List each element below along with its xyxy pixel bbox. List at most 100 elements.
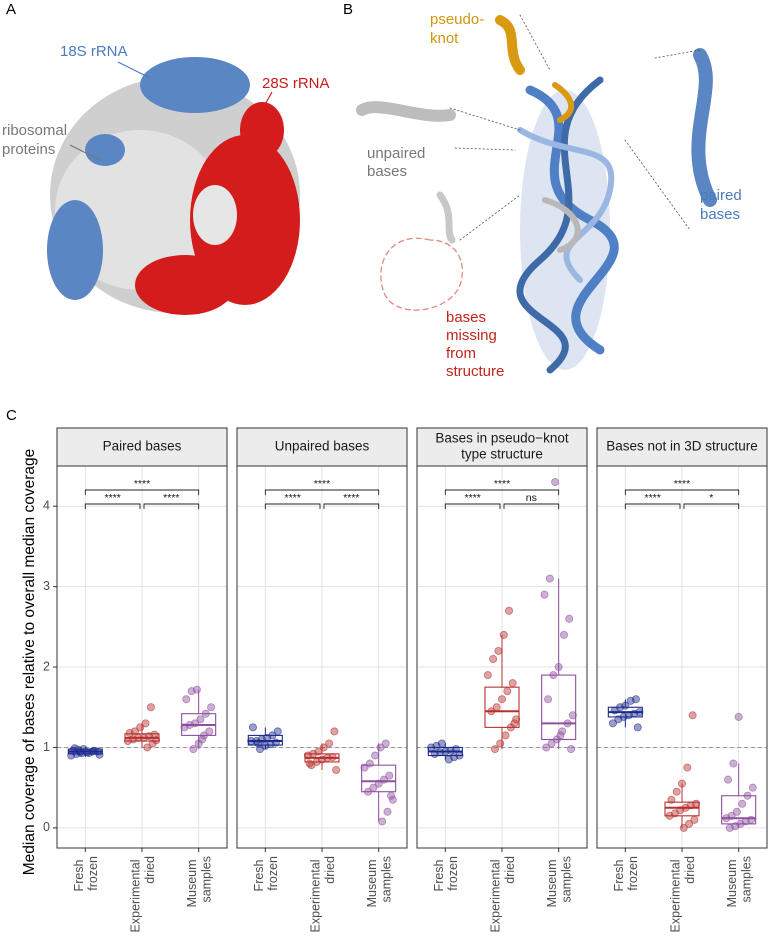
signif-label: **** [644, 492, 660, 504]
data-point [567, 745, 576, 754]
data-point [621, 701, 630, 710]
box [361, 764, 397, 793]
data-point [383, 807, 392, 816]
panel-border [56, 465, 228, 849]
data-point [635, 708, 644, 717]
data-point [633, 723, 642, 732]
panel-a-image [47, 57, 300, 315]
data-point [743, 791, 752, 800]
data-point [76, 748, 85, 757]
signif-label: **** [343, 492, 359, 504]
facet-strip [236, 427, 408, 467]
data-point [508, 679, 517, 688]
label-18s: 18S rRNA [60, 43, 128, 60]
data-point [747, 815, 756, 824]
x-tick-label: Museum samples [185, 856, 213, 907]
data-point [501, 731, 510, 740]
signif-label: **** [314, 478, 330, 490]
signif-bracket [84, 489, 200, 495]
label-pseudoknot: pseudo- [430, 11, 484, 28]
box [664, 801, 700, 817]
data-point [189, 745, 198, 754]
data-point [542, 743, 551, 752]
data-point [152, 736, 161, 745]
connector [454, 147, 516, 151]
panel-border [596, 465, 768, 849]
data-point [512, 715, 521, 724]
data-point [492, 703, 501, 712]
pseudoknot-ribbon [552, 82, 575, 123]
label-proteins: ribosomal [2, 122, 67, 139]
data-point [437, 739, 446, 748]
box [484, 686, 520, 728]
data-point [136, 723, 145, 732]
signif-label: **** [494, 478, 510, 490]
x-tick-label: Museum samples [725, 856, 753, 907]
x-tick-label: Experimental dried [309, 856, 337, 932]
y-tick-label: 4 [43, 499, 50, 513]
data-point [568, 711, 577, 720]
facet-strip [596, 427, 768, 467]
data-point [332, 765, 341, 774]
data-point [205, 727, 214, 736]
data-point [558, 727, 567, 736]
unpaired-ribbon [356, 101, 456, 122]
signif-label: ns [526, 492, 537, 504]
data-point [268, 731, 277, 740]
data-point [198, 735, 207, 744]
data-point [559, 630, 568, 639]
rrna-28s-patch [240, 102, 284, 158]
data-point [692, 799, 701, 808]
data-point [487, 707, 496, 716]
rna-ribbon [525, 85, 619, 355]
data-point [455, 751, 464, 760]
label-unpaired: unpaired [367, 145, 425, 162]
data-point [729, 759, 738, 768]
label-unpaired: bases [367, 163, 407, 180]
label-pseudoknot: knot [430, 30, 459, 47]
connectors [449, 14, 701, 241]
data-point [563, 719, 572, 728]
panel-b-image [356, 14, 717, 374]
data-point [381, 739, 390, 748]
leader [261, 91, 273, 111]
signif-bracket [84, 503, 141, 509]
ribbon-end [436, 191, 456, 244]
connector [459, 194, 521, 241]
data-point [565, 614, 574, 623]
data-point [499, 630, 508, 639]
data-point [490, 745, 499, 754]
data-point [688, 711, 697, 720]
data-point [273, 727, 282, 736]
data-point [496, 739, 505, 748]
data-point [540, 590, 549, 599]
data-point [328, 753, 337, 762]
signif-label: **** [104, 492, 120, 504]
box [541, 674, 577, 740]
data-point [545, 574, 554, 583]
signif-bracket [624, 489, 740, 495]
label-missing: missing [446, 327, 497, 344]
data-point [667, 795, 676, 804]
data-point [494, 646, 503, 655]
x-tick-label: Museum samples [365, 856, 393, 907]
paired-ribbon [691, 48, 717, 207]
data-point [248, 723, 257, 732]
data-point [387, 791, 396, 800]
data-point [95, 750, 104, 759]
protein-patch [193, 185, 237, 245]
signif-bracket [444, 489, 560, 495]
x-tick-label: Experimental dried [489, 856, 517, 932]
signif-bracket [444, 503, 501, 509]
connector [449, 107, 521, 131]
rrna-18s-patch [85, 134, 125, 166]
data-point [374, 779, 383, 788]
data-point [483, 671, 492, 680]
data-point [192, 685, 201, 694]
label-28s: 28S rRNA [262, 75, 330, 92]
signif-bracket [503, 503, 560, 509]
data-point [724, 775, 733, 784]
signif-bracket [264, 489, 380, 495]
